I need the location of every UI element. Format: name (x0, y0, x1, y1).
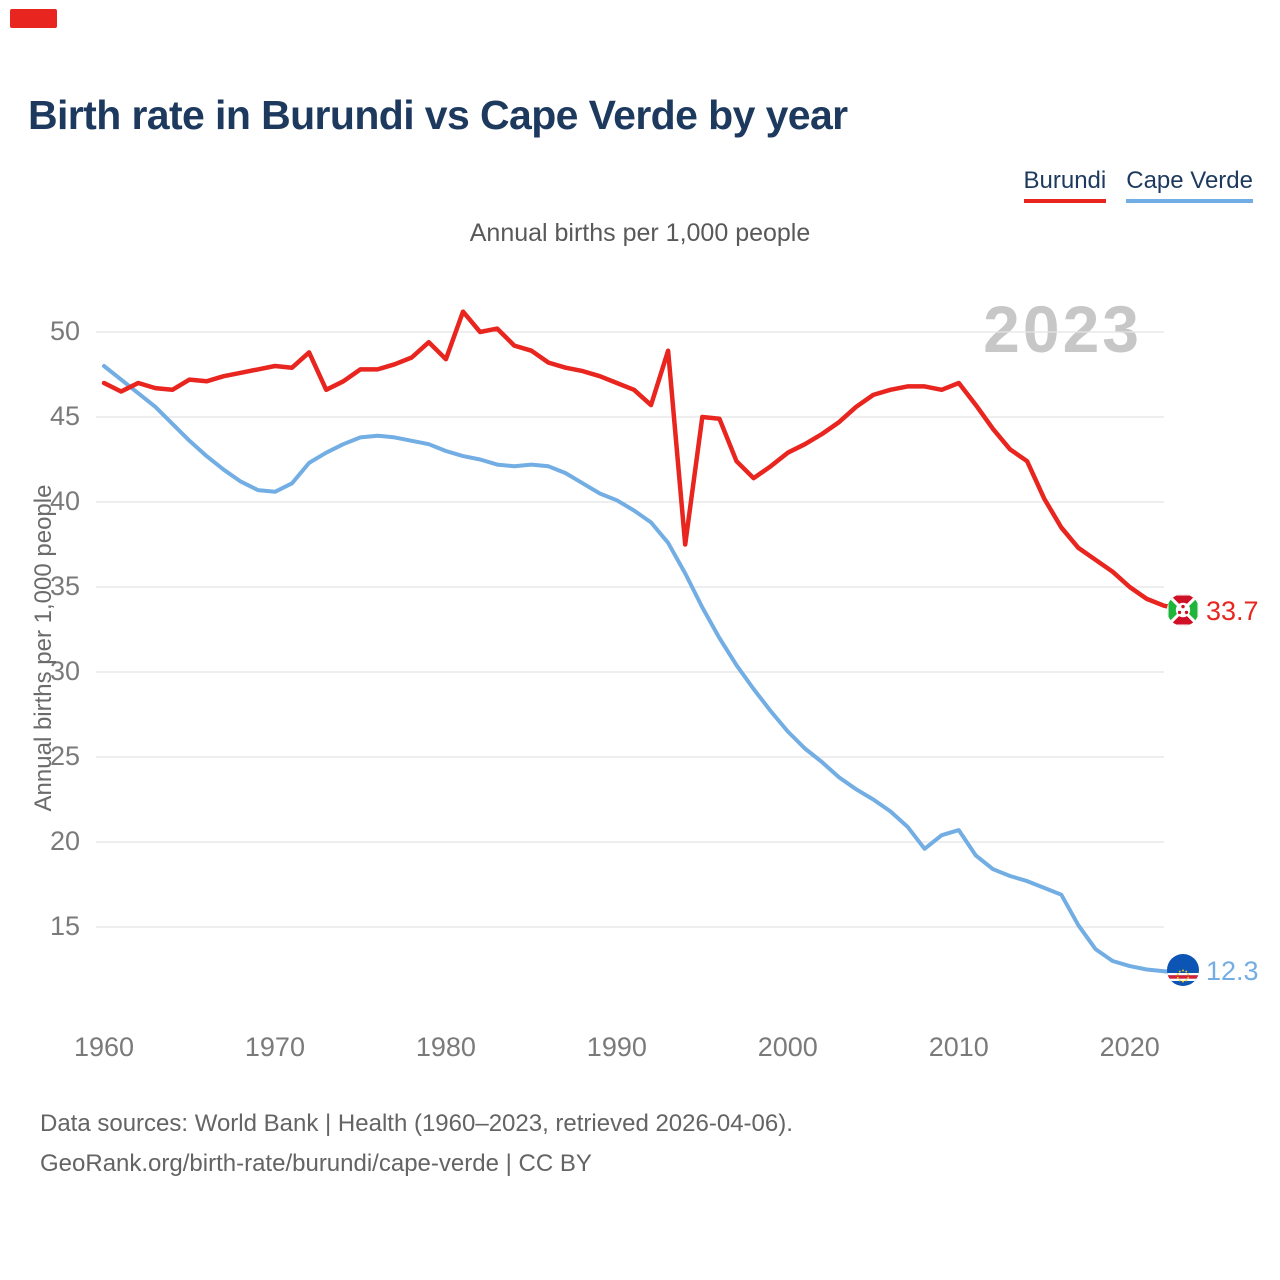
burundi-flag-icon (1167, 594, 1199, 626)
cape-verde-flag-icon (1167, 954, 1199, 986)
y-tick-label: 35 (49, 571, 80, 601)
x-tick-label: 2010 (928, 1032, 989, 1062)
cape-verde-line (102, 364, 1183, 975)
burundi-end-value-label: 33.7 (1206, 596, 1259, 626)
x-tick-label: 2020 (1099, 1032, 1160, 1062)
y-tick-label: 40 (49, 486, 80, 516)
x-tick-label: 1980 (415, 1032, 476, 1062)
y-tick-label: 25 (49, 741, 80, 771)
x-tick-label: 1990 (586, 1032, 647, 1062)
chart-legend: Burundi Cape Verde (1023, 167, 1253, 203)
x-tick-label: 1970 (244, 1032, 305, 1062)
burundi-line (101, 309, 1184, 612)
cape-verde-end-value-label: 12.3 (1206, 956, 1259, 986)
y-axis-title: Annual births per 1,000 people (30, 484, 57, 812)
legend-item-burundi[interactable]: Burundi (1023, 167, 1107, 203)
attribution-line: GeoRank.org/birth-rate/burundi/cape-verd… (40, 1150, 592, 1177)
chart-subtitle: Annual births per 1,000 people (469, 219, 811, 247)
page-title: Birth rate in Burundi vs Cape Verde by y… (28, 92, 848, 138)
y-tick-label: 50 (49, 316, 80, 346)
legend-label-cape-verde: Cape Verde (1126, 167, 1253, 194)
legend-label-burundi: Burundi (1023, 167, 1107, 194)
legend-item-cape-verde[interactable]: Cape Verde (1126, 167, 1253, 203)
y-tick-label: 20 (49, 826, 80, 856)
x-tick-label: 2000 (757, 1032, 818, 1062)
data-sources-line: Data sources: World Bank | Health (1960–… (40, 1110, 793, 1137)
x-tick-label: 1960 (73, 1032, 135, 1062)
chart-footer: Data sources: World Bank | Health (1960–… (40, 1104, 793, 1184)
y-tick-label: 30 (49, 656, 80, 686)
y-tick-label: 15 (49, 911, 80, 941)
year-watermark: 2023 (983, 292, 1142, 366)
brand-logo (10, 9, 57, 28)
y-tick-label: 45 (49, 401, 80, 431)
